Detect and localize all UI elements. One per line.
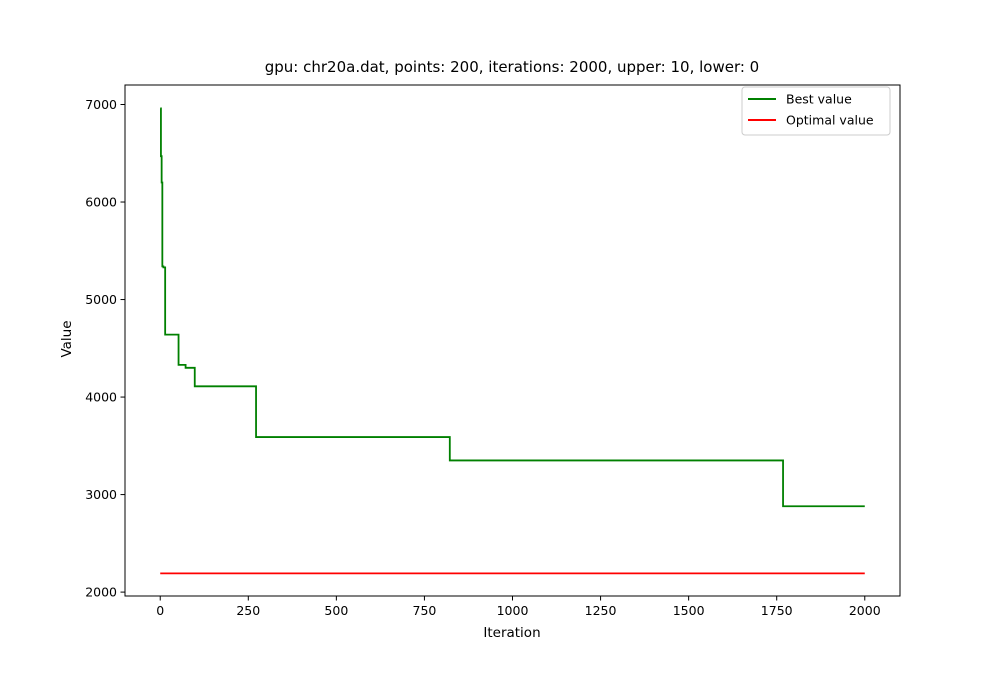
y-tick-label-2: 4000 [85, 390, 117, 405]
axes-group: 0 250 500 750 1000 1250 1500 1750 2000 2000 3000 40… [85, 84, 901, 618]
legend-label-2: Optimal value [786, 113, 874, 128]
x-tick-label-3: 750 [413, 603, 437, 618]
x-tick-label-1: 250 [236, 603, 260, 618]
x-tick-label-5: 1250 [585, 603, 617, 618]
x-tick-label-4: 1000 [497, 603, 529, 618]
series-line-1 [160, 107, 865, 508]
legend: Best value Optimal value [741, 86, 891, 136]
y-tick-label-1: 3000 [85, 487, 117, 502]
x-tick-label-0: 0 [156, 603, 164, 618]
chart-title: gpu: chr20a.dat, points: 200, iterations… [265, 58, 759, 76]
x-axis-label: Iteration [483, 625, 540, 641]
y-tick-label-3: 5000 [85, 292, 117, 307]
x-tick-label-2: 500 [324, 603, 348, 618]
x-tick-label-7: 1750 [761, 603, 793, 618]
y-tick-label-4: 6000 [85, 195, 117, 210]
y-tick-label-0: 2000 [85, 585, 117, 600]
x-tick-label-8: 2000 [849, 603, 881, 618]
y-axis-label: Value [59, 320, 75, 357]
legend-box [741, 86, 891, 136]
y-tick-label-5: 7000 [85, 97, 117, 112]
x-tick-label-6: 1500 [673, 603, 705, 618]
legend-label-1: Best value [786, 92, 852, 107]
series-group [160, 107, 865, 575]
